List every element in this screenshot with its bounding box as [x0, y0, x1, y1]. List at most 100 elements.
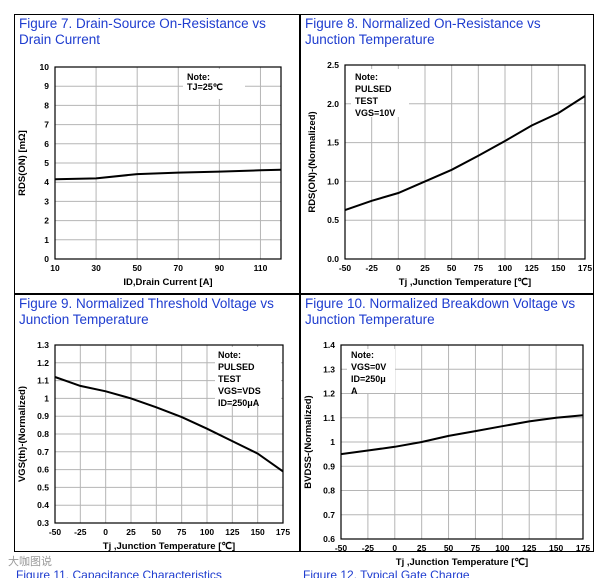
- y-tick-label: 8: [44, 100, 49, 110]
- y-tick-label: 1.3: [37, 340, 49, 350]
- note-text: TEST: [218, 374, 242, 384]
- x-tick-label: 0: [396, 263, 401, 273]
- y-tick-label: 0.5: [37, 482, 49, 492]
- next-figure-title-right: Figure 12. Typical Gate Charge: [303, 568, 470, 578]
- x-tick-label: -50: [339, 263, 352, 273]
- y-tick-label: 1.2: [37, 358, 49, 368]
- series-line: [54, 168, 282, 181]
- x-tick-label: 150: [251, 527, 265, 537]
- x-tick-label: 25: [417, 543, 427, 553]
- x-tick-label: -25: [362, 543, 375, 553]
- y-tick-label: 1.5: [327, 138, 339, 148]
- x-tick-label: 75: [474, 263, 484, 273]
- y-tick-label: 0.5: [327, 215, 339, 225]
- x-axis-label: ID,Drain Current [A]: [123, 277, 212, 288]
- figure-panel: Figure 10. Normalized Breakdown Voltage …: [300, 294, 594, 568]
- figure-panel: Figure 9. Normalized Threshold Voltage v…: [14, 294, 300, 552]
- y-tick-label: 0.7: [37, 447, 49, 457]
- x-tick-label: 125: [522, 543, 536, 553]
- y-tick-label: 1.0: [327, 176, 339, 186]
- note-box: [351, 69, 409, 117]
- x-tick-label: 25: [126, 527, 136, 537]
- next-figure-title-left: Figure 11. Capacitance Characteristics: [16, 568, 222, 578]
- x-tick-label: -25: [366, 263, 379, 273]
- note-text: ID=250μA: [218, 398, 260, 408]
- y-tick-label: 1: [44, 393, 49, 403]
- figure-title: Figure 10. Normalized Breakdown Voltage …: [305, 296, 576, 327]
- chart-svg: Note:TJ=25℃ 10 30 50 70 90 110 0 1 2 3 4 5 6 7 8 9 10 ID,D…: [17, 62, 282, 288]
- y-tick-label: 3: [44, 196, 49, 206]
- figure-title: Figure 8. Normalized On-Resistance vs Ju…: [305, 16, 541, 47]
- note-text: ID=250μ: [351, 374, 386, 384]
- figure-title: Figure 7. Drain-Source On-Resistance vs …: [19, 16, 266, 47]
- chart-svg: Note: VGS=0V ID=250μ A -50 -25 0 25 50 75 100 125 15…: [303, 340, 590, 568]
- x-tick-label: 10: [50, 263, 60, 273]
- note-text: Note:: [218, 350, 241, 360]
- note-text: PULSED: [218, 362, 255, 372]
- x-tick-label: 75: [177, 527, 187, 537]
- x-tick-label: 175: [578, 263, 592, 273]
- x-tick-label: -50: [49, 527, 62, 537]
- y-axis-label: RDS(ON) [mΩ]: [17, 130, 28, 196]
- series-line: [340, 414, 584, 456]
- x-tick-label: 175: [276, 527, 290, 537]
- x-axis-label: Tj ,Junction Temperature [℃]: [399, 277, 531, 288]
- y-axis-label: BVDSS-(Normalized): [303, 395, 314, 488]
- y-tick-label: 0.6: [323, 534, 335, 544]
- note-text: PULSED: [355, 84, 392, 94]
- note-box: [347, 349, 395, 393]
- x-tick-label: 50: [152, 527, 162, 537]
- y-tick-label: 0.3: [37, 518, 49, 528]
- y-tick-label: 9: [44, 81, 49, 91]
- x-axis-label: Tj ,Junction Temperature [℃]: [103, 541, 235, 552]
- x-tick-label: 25: [420, 263, 430, 273]
- y-tick-label: 4: [44, 177, 49, 187]
- y-tick-label: 1.3: [323, 364, 335, 374]
- series-line: [54, 376, 284, 473]
- x-tick-label: 50: [132, 263, 142, 273]
- x-tick-label: 175: [576, 543, 590, 553]
- x-tick-label: 0: [392, 543, 397, 553]
- note-text: A: [351, 386, 358, 396]
- y-tick-label: 0.0: [327, 254, 339, 264]
- y-tick-label: 1.1: [323, 413, 335, 423]
- x-tick-label: 125: [225, 527, 239, 537]
- x-tick-label: 75: [471, 543, 481, 553]
- watermark-text: 大咖图说: [8, 556, 52, 568]
- y-tick-label: 6: [44, 139, 49, 149]
- note-text: VGS=0V: [351, 362, 386, 372]
- note-text: TEST: [355, 96, 379, 106]
- y-tick-label: 0.8: [323, 486, 335, 496]
- y-tick-label: 0.9: [323, 461, 335, 471]
- plot-frame: [54, 66, 282, 260]
- y-tick-label: 0.7: [323, 510, 335, 520]
- y-tick-label: 0.4: [37, 500, 49, 510]
- y-tick-label: 0: [44, 254, 49, 264]
- chart-svg: Note: PULSED TEST VGS=10V -50 -25 0 25 50 75 100 12…: [307, 60, 592, 288]
- x-tick-label: 30: [91, 263, 101, 273]
- figure-panel: Figure 8. Normalized On-Resistance vs Ju…: [300, 14, 594, 294]
- y-tick-label: 1.2: [323, 389, 335, 399]
- x-tick-label: 110: [254, 263, 268, 273]
- note-text: TJ=25℃: [187, 82, 223, 92]
- y-tick-label: 0.8: [37, 429, 49, 439]
- plot-frame: [340, 344, 584, 540]
- x-tick-label: 70: [174, 263, 184, 273]
- x-tick-label: 125: [525, 263, 539, 273]
- y-axis-label: RDS(ON)-(Normalized): [307, 111, 318, 212]
- x-tick-label: 100: [498, 263, 512, 273]
- plot-frame: [54, 344, 284, 524]
- note-text: Note:: [187, 72, 210, 82]
- y-tick-label: 10: [40, 62, 50, 72]
- chart-svg: Note: PULSED TEST VGS=VDS ID=250μA -50 -25 0 25 5…: [17, 340, 290, 552]
- x-tick-label: 0: [103, 527, 108, 537]
- x-tick-label: 100: [495, 543, 509, 553]
- note-box: [215, 347, 281, 405]
- plot-frame: [344, 64, 586, 260]
- y-tick-label: 2: [44, 216, 49, 226]
- y-tick-label: 0.6: [37, 465, 49, 475]
- series-line: [344, 95, 586, 212]
- note-text: VGS=10V: [355, 108, 395, 118]
- y-tick-label: 1.1: [37, 376, 49, 386]
